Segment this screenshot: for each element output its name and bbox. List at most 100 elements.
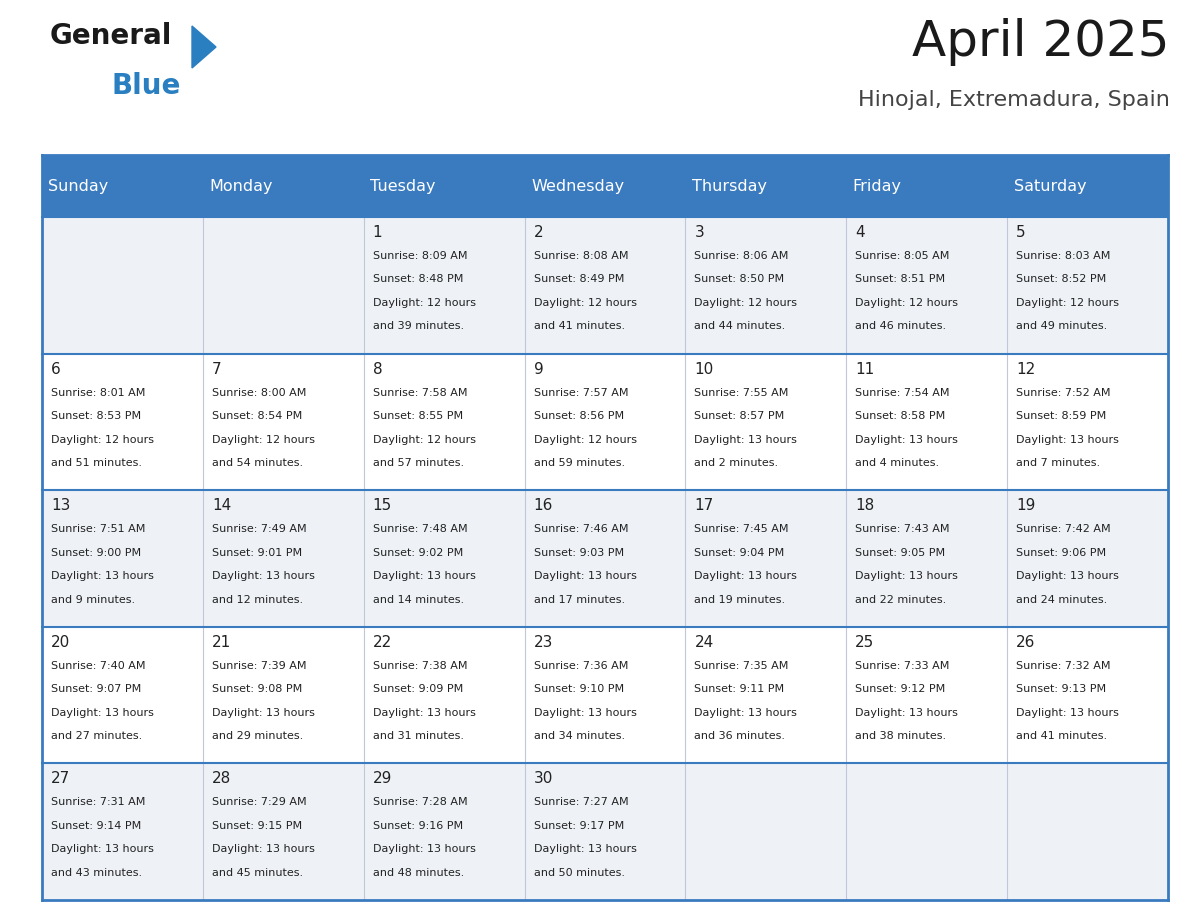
- Text: Sunset: 8:51 PM: Sunset: 8:51 PM: [855, 274, 946, 285]
- Text: 3: 3: [695, 225, 704, 240]
- Text: Sunrise: 8:08 AM: Sunrise: 8:08 AM: [533, 251, 628, 261]
- Text: Sunrise: 7:28 AM: Sunrise: 7:28 AM: [373, 798, 467, 808]
- Text: 24: 24: [695, 635, 714, 650]
- Text: Sunrise: 7:58 AM: Sunrise: 7:58 AM: [373, 387, 467, 397]
- Text: Daylight: 13 hours: Daylight: 13 hours: [1016, 708, 1119, 718]
- Text: 21: 21: [211, 635, 232, 650]
- Text: Daylight: 12 hours: Daylight: 12 hours: [373, 298, 475, 308]
- Text: Daylight: 13 hours: Daylight: 13 hours: [211, 845, 315, 855]
- Text: 8: 8: [373, 362, 383, 376]
- Text: Sunrise: 7:48 AM: Sunrise: 7:48 AM: [373, 524, 467, 534]
- Text: and 7 minutes.: and 7 minutes.: [1016, 458, 1100, 468]
- Text: and 22 minutes.: and 22 minutes.: [855, 595, 947, 605]
- Text: 2: 2: [533, 225, 543, 240]
- Text: Sunrise: 8:09 AM: Sunrise: 8:09 AM: [373, 251, 467, 261]
- Text: Daylight: 12 hours: Daylight: 12 hours: [533, 298, 637, 308]
- Text: 6: 6: [51, 362, 61, 376]
- Text: Sunset: 9:14 PM: Sunset: 9:14 PM: [51, 821, 141, 831]
- Text: Sunset: 9:15 PM: Sunset: 9:15 PM: [211, 821, 302, 831]
- Text: Daylight: 12 hours: Daylight: 12 hours: [51, 434, 154, 444]
- Text: and 19 minutes.: and 19 minutes.: [695, 595, 785, 605]
- Text: Monday: Monday: [209, 178, 273, 194]
- Text: Sunrise: 7:42 AM: Sunrise: 7:42 AM: [1016, 524, 1111, 534]
- Text: and 41 minutes.: and 41 minutes.: [533, 321, 625, 331]
- Text: and 38 minutes.: and 38 minutes.: [855, 732, 947, 742]
- Bar: [42, 217, 1168, 353]
- Text: Daylight: 12 hours: Daylight: 12 hours: [211, 434, 315, 444]
- Text: Hinojal, Extremadura, Spain: Hinojal, Extremadura, Spain: [858, 90, 1170, 110]
- Text: Daylight: 13 hours: Daylight: 13 hours: [855, 708, 959, 718]
- Text: and 57 minutes.: and 57 minutes.: [373, 458, 463, 468]
- Text: 16: 16: [533, 498, 552, 513]
- Text: Sunset: 9:03 PM: Sunset: 9:03 PM: [533, 548, 624, 558]
- Text: Sunset: 8:50 PM: Sunset: 8:50 PM: [695, 274, 784, 285]
- Text: Sunset: 9:05 PM: Sunset: 9:05 PM: [855, 548, 946, 558]
- Text: Sunrise: 7:31 AM: Sunrise: 7:31 AM: [51, 798, 145, 808]
- Text: and 51 minutes.: and 51 minutes.: [51, 458, 143, 468]
- Text: Daylight: 13 hours: Daylight: 13 hours: [855, 434, 959, 444]
- Text: and 59 minutes.: and 59 minutes.: [533, 458, 625, 468]
- Text: 30: 30: [533, 771, 552, 787]
- Text: Sunset: 8:58 PM: Sunset: 8:58 PM: [855, 411, 946, 421]
- Text: 4: 4: [855, 225, 865, 240]
- Text: Sunrise: 8:06 AM: Sunrise: 8:06 AM: [695, 251, 789, 261]
- Text: Sunrise: 7:43 AM: Sunrise: 7:43 AM: [855, 524, 949, 534]
- Text: Sunset: 9:17 PM: Sunset: 9:17 PM: [533, 821, 624, 831]
- Text: Sunset: 8:55 PM: Sunset: 8:55 PM: [373, 411, 463, 421]
- Text: 12: 12: [1016, 362, 1036, 376]
- Text: Sunrise: 8:05 AM: Sunrise: 8:05 AM: [855, 251, 949, 261]
- Text: 5: 5: [1016, 225, 1025, 240]
- Text: Daylight: 12 hours: Daylight: 12 hours: [533, 434, 637, 444]
- Text: and 24 minutes.: and 24 minutes.: [1016, 595, 1107, 605]
- Text: Daylight: 13 hours: Daylight: 13 hours: [51, 845, 154, 855]
- Text: Sunrise: 7:40 AM: Sunrise: 7:40 AM: [51, 661, 145, 671]
- Text: Sunset: 9:06 PM: Sunset: 9:06 PM: [1016, 548, 1106, 558]
- Bar: [42, 155, 1168, 217]
- Text: Sunrise: 7:57 AM: Sunrise: 7:57 AM: [533, 387, 628, 397]
- Text: 22: 22: [373, 635, 392, 650]
- Text: Sunrise: 7:32 AM: Sunrise: 7:32 AM: [1016, 661, 1111, 671]
- Text: Sunset: 8:57 PM: Sunset: 8:57 PM: [695, 411, 785, 421]
- Text: Sunset: 8:48 PM: Sunset: 8:48 PM: [373, 274, 463, 285]
- Text: Daylight: 13 hours: Daylight: 13 hours: [533, 708, 637, 718]
- Text: and 12 minutes.: and 12 minutes.: [211, 595, 303, 605]
- Text: Friday: Friday: [853, 178, 902, 194]
- Text: Sunrise: 7:49 AM: Sunrise: 7:49 AM: [211, 524, 307, 534]
- Text: and 4 minutes.: and 4 minutes.: [855, 458, 940, 468]
- Bar: [42, 764, 1168, 900]
- Text: 7: 7: [211, 362, 221, 376]
- Text: Sunrise: 7:39 AM: Sunrise: 7:39 AM: [211, 661, 307, 671]
- Text: Tuesday: Tuesday: [371, 178, 436, 194]
- Text: Sunset: 9:12 PM: Sunset: 9:12 PM: [855, 684, 946, 694]
- Text: Daylight: 13 hours: Daylight: 13 hours: [855, 571, 959, 581]
- Text: 1: 1: [373, 225, 383, 240]
- Text: Sunrise: 7:33 AM: Sunrise: 7:33 AM: [855, 661, 949, 671]
- Text: Daylight: 13 hours: Daylight: 13 hours: [695, 434, 797, 444]
- Text: Sunrise: 8:00 AM: Sunrise: 8:00 AM: [211, 387, 307, 397]
- Text: Sunrise: 7:35 AM: Sunrise: 7:35 AM: [695, 661, 789, 671]
- Text: Sunset: 9:00 PM: Sunset: 9:00 PM: [51, 548, 141, 558]
- Text: Sunset: 9:01 PM: Sunset: 9:01 PM: [211, 548, 302, 558]
- Text: Sunset: 8:54 PM: Sunset: 8:54 PM: [211, 411, 302, 421]
- Text: Sunrise: 7:54 AM: Sunrise: 7:54 AM: [855, 387, 949, 397]
- Text: 18: 18: [855, 498, 874, 513]
- Text: Sunrise: 7:51 AM: Sunrise: 7:51 AM: [51, 524, 145, 534]
- Text: Daylight: 13 hours: Daylight: 13 hours: [373, 571, 475, 581]
- Text: 15: 15: [373, 498, 392, 513]
- Text: Daylight: 13 hours: Daylight: 13 hours: [211, 571, 315, 581]
- Bar: [42, 490, 1168, 627]
- Text: Sunset: 8:49 PM: Sunset: 8:49 PM: [533, 274, 624, 285]
- Text: Sunday: Sunday: [49, 178, 108, 194]
- Text: Thursday: Thursday: [691, 178, 767, 194]
- Text: 11: 11: [855, 362, 874, 376]
- Text: Sunset: 9:10 PM: Sunset: 9:10 PM: [533, 684, 624, 694]
- Text: 25: 25: [855, 635, 874, 650]
- Text: and 36 minutes.: and 36 minutes.: [695, 732, 785, 742]
- Text: April 2025: April 2025: [912, 18, 1170, 66]
- Text: and 2 minutes.: and 2 minutes.: [695, 458, 778, 468]
- Text: 20: 20: [51, 635, 70, 650]
- Text: Daylight: 13 hours: Daylight: 13 hours: [695, 571, 797, 581]
- Text: Sunset: 9:02 PM: Sunset: 9:02 PM: [373, 548, 463, 558]
- Text: 28: 28: [211, 771, 232, 787]
- Bar: [42, 353, 1168, 490]
